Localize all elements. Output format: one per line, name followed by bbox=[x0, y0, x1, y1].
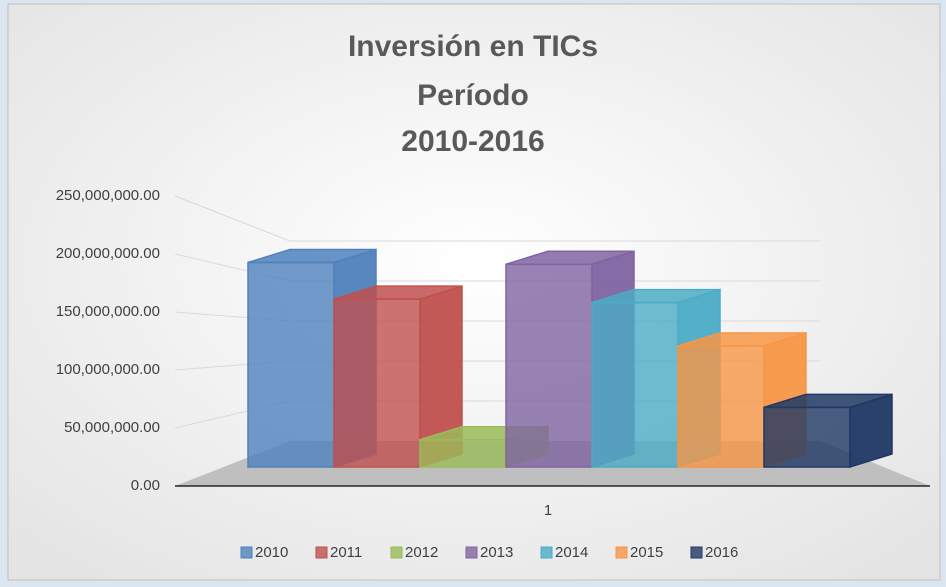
legend-swatch bbox=[540, 546, 553, 559]
y-tick-label: 200,000,000.00 bbox=[56, 245, 160, 262]
legend-swatch bbox=[315, 546, 328, 559]
grid-line bbox=[174, 195, 291, 242]
legend-swatch bbox=[240, 546, 253, 559]
x-tick-label: 1 bbox=[544, 502, 552, 519]
legend-swatch bbox=[390, 546, 403, 559]
bar-front bbox=[591, 301, 679, 468]
y-tick-label: 250,000,000.00 bbox=[56, 187, 160, 204]
bar-front bbox=[763, 406, 851, 468]
bar-front bbox=[247, 261, 335, 468]
y-tick-label: 0.00 bbox=[131, 477, 160, 494]
bar bbox=[763, 393, 893, 469]
legend-label: 2014 bbox=[555, 544, 588, 561]
legend-label: 2010 bbox=[255, 544, 288, 561]
bar-front bbox=[505, 263, 593, 468]
chart-title: Período bbox=[417, 79, 529, 112]
bar-front bbox=[333, 298, 421, 468]
legend-label: 2012 bbox=[405, 544, 438, 561]
y-tick-label: 100,000,000.00 bbox=[56, 361, 160, 378]
legend-label: 2015 bbox=[630, 544, 663, 561]
legend-label: 2013 bbox=[480, 544, 513, 561]
bar-front bbox=[677, 345, 765, 468]
legend-swatch bbox=[465, 546, 478, 559]
legend-swatch bbox=[690, 546, 703, 559]
bar-front bbox=[419, 438, 507, 468]
legend-swatch bbox=[615, 546, 628, 559]
bar bbox=[333, 285, 463, 469]
chart-title: 2010-2016 bbox=[401, 125, 544, 158]
legend-label: 2011 bbox=[330, 544, 362, 561]
chart-title: Inversión en TICs bbox=[348, 30, 598, 63]
y-tick-label: 50,000,000.00 bbox=[64, 419, 160, 436]
y-tick-label: 150,000,000.00 bbox=[56, 303, 160, 320]
legend-label: 2016 bbox=[705, 544, 738, 561]
